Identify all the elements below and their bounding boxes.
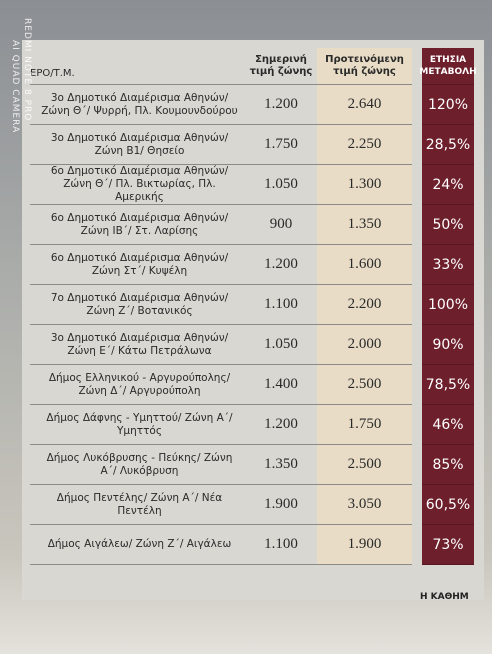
column-header: Προτεινόμενη τιμή ζώνης xyxy=(317,48,412,85)
column-header: Σημερινή τιμή ζώνης xyxy=(245,48,317,85)
annual-change: 73% xyxy=(422,525,474,565)
current-price: 1.050 xyxy=(245,165,317,205)
proposed-price: 1.300 xyxy=(317,165,412,205)
proposed-price: 2.200 xyxy=(317,285,412,325)
area-name: Δήμος Πεντέλης/ Ζώνη Α΄/ Νέα Πεντέλη xyxy=(30,485,245,525)
annual-change: 100% xyxy=(422,285,474,325)
proposed-price: 2.500 xyxy=(317,445,412,485)
annual-change: 78,5% xyxy=(422,365,474,405)
proposed-price: 2.640 xyxy=(317,85,412,125)
current-price: 1.200 xyxy=(245,245,317,285)
annual-change: 28,5% xyxy=(422,125,474,165)
current-price: 1.750 xyxy=(245,125,317,165)
annual-change: 33% xyxy=(422,245,474,285)
area-name: 3ο Δημοτικό Διαμέρισμα Αθηνών/ Ζώνη Θ΄/ … xyxy=(30,85,245,125)
proposed-price: 2.500 xyxy=(317,365,412,405)
watermark: AI QUAD CAMERA xyxy=(10,40,20,134)
current-price: 1.200 xyxy=(245,85,317,125)
current-price: 1.200 xyxy=(245,405,317,445)
proposed-price: 1.750 xyxy=(317,405,412,445)
area-name: 7ο Δημοτικό Διαμέρισμα Αθηνών/ Ζώνη Ζ΄/ … xyxy=(30,285,245,325)
current-price: 1.100 xyxy=(245,285,317,325)
current-price: 1.050 xyxy=(245,325,317,365)
proposed-price: 1.350 xyxy=(317,205,412,245)
proposed-price: 2.000 xyxy=(317,325,412,365)
area-name: 6ο Δημοτικό Διαμέρισμα Αθηνών/ Ζώνη ΙΒ΄/… xyxy=(30,205,245,245)
area-name: Δήμος Δάφνης - Υμηττού/ Ζώνη Α΄/ Υμηττός xyxy=(30,405,245,445)
area-name: Δήμος Αιγάλεω/ Ζώνη Ζ΄/ Αιγάλεω xyxy=(30,525,245,565)
watermark: REDMI NOTE 8 PRO xyxy=(22,18,32,122)
annual-change: 24% xyxy=(422,165,474,205)
annual-change: 120% xyxy=(422,85,474,125)
annual-change: 60,5% xyxy=(422,485,474,525)
annual-change: 85% xyxy=(422,445,474,485)
proposed-price: 1.600 xyxy=(317,245,412,285)
current-price: 1.350 xyxy=(245,445,317,485)
area-name: Δήμος Λυκόβρυσης - Πεύκης/ Ζώνη Α΄/ Λυκό… xyxy=(30,445,245,485)
annual-change: 90% xyxy=(422,325,474,365)
proposed-price: 1.900 xyxy=(317,525,412,565)
current-price: 900 xyxy=(245,205,317,245)
area-name: 3ο Δημοτικό Διαμέρισμα Αθηνών/ Ζώνη Ε΄/ … xyxy=(30,325,245,365)
area-name: 3ο Δημοτικό Διαμέρισμα Αθηνών/ Ζώνη Β1/ … xyxy=(30,125,245,165)
current-price: 1.900 xyxy=(245,485,317,525)
newspaper-table: ΕΡΟ/Τ.Μ. Σημερινή τιμή ζώνης Προτεινόμενη … xyxy=(22,40,484,600)
proposed-price: 2.250 xyxy=(317,125,412,165)
column-header: ΕΤΗΣΙΑ ΜΕΤΑΒΟΛΗ xyxy=(419,48,477,85)
annual-change: 46% xyxy=(422,405,474,445)
proposed-price: 3.050 xyxy=(317,485,412,525)
area-name: 6ο Δημοτικό Διαμέρισμα Αθηνών/ Ζώνη Θ΄/ … xyxy=(30,165,245,205)
current-price: 1.400 xyxy=(245,365,317,405)
column-header: ΕΡΟ/Τ.Μ. xyxy=(30,48,245,85)
current-price: 1.100 xyxy=(245,525,317,565)
area-name: Δήμος Ελληνικού - Αργυρούπολης/ Ζώνη Δ΄/… xyxy=(30,365,245,405)
footer-credit: Η ΚΑΘΗΜ xyxy=(420,592,469,602)
annual-change: 50% xyxy=(422,205,474,245)
area-name: 6ο Δημοτικό Διαμέρισμα Αθηνών/ Ζώνη Στ΄/… xyxy=(30,245,245,285)
